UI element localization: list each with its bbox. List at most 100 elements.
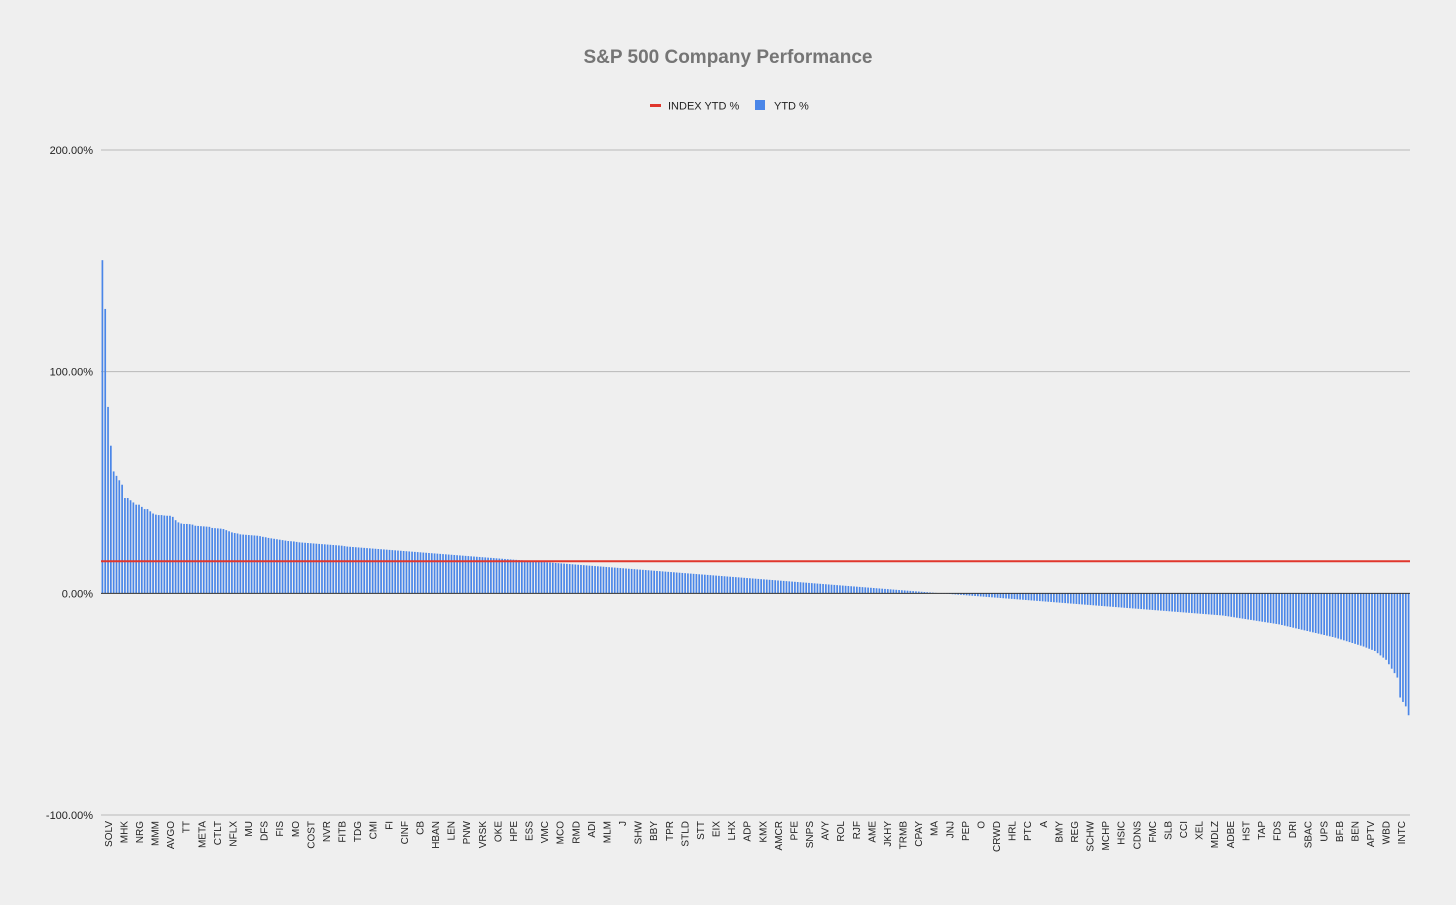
x-tick-label: CPAY xyxy=(914,821,925,847)
x-tick-label: SOLV xyxy=(104,821,115,847)
bar xyxy=(209,527,211,594)
bar xyxy=(479,557,481,593)
x-tick-label: LHX xyxy=(727,821,738,841)
bar xyxy=(1016,593,1018,599)
gridlines xyxy=(101,150,1410,815)
x-tick-label: REG xyxy=(1070,821,1081,843)
bar xyxy=(1377,593,1379,653)
bar xyxy=(1292,593,1294,627)
bar xyxy=(1104,593,1106,606)
bar xyxy=(1070,593,1072,603)
bar xyxy=(527,561,529,594)
bar xyxy=(110,446,112,594)
bar xyxy=(1340,593,1342,639)
bar xyxy=(788,581,790,593)
bar xyxy=(262,537,264,594)
bar xyxy=(825,584,827,593)
bar xyxy=(180,524,182,594)
x-tick-label: BEN xyxy=(1351,821,1362,842)
bar xyxy=(341,546,343,594)
bar xyxy=(718,576,720,594)
bar xyxy=(1033,593,1035,600)
bar xyxy=(113,471,115,593)
bar xyxy=(431,553,433,593)
bar xyxy=(1160,593,1162,610)
x-tick-label: BBY xyxy=(649,821,660,841)
x-tick-label: FMC xyxy=(1148,821,1159,843)
bar xyxy=(397,551,399,594)
legend-index-swatch xyxy=(650,104,661,107)
bar xyxy=(690,574,692,594)
bar xyxy=(831,585,833,594)
bar xyxy=(1194,593,1196,613)
bar xyxy=(760,579,762,593)
bar xyxy=(541,562,543,593)
bar xyxy=(197,526,199,593)
bar xyxy=(118,480,120,593)
bar xyxy=(1323,593,1325,635)
legend-ytd-swatch xyxy=(755,100,765,110)
bar xyxy=(439,554,441,593)
bar xyxy=(783,581,785,593)
bar xyxy=(1205,593,1207,614)
bar xyxy=(1149,593,1151,609)
x-tick-label: UPS xyxy=(1319,821,1330,842)
x-tick-label: JKHY xyxy=(883,821,894,847)
bar xyxy=(107,407,109,593)
bar xyxy=(1118,593,1120,607)
bar xyxy=(817,584,819,594)
x-tick-label: STT xyxy=(696,821,707,840)
bar xyxy=(862,587,864,593)
bar xyxy=(839,585,841,593)
x-tick-label: VMC xyxy=(540,821,551,843)
bar xyxy=(1168,593,1170,611)
bar xyxy=(1019,593,1021,599)
bar xyxy=(389,550,391,593)
bar xyxy=(648,570,650,593)
y-tick-label: 200.00% xyxy=(50,145,94,157)
bar xyxy=(163,516,165,594)
bar xyxy=(161,515,163,593)
bar xyxy=(178,522,180,593)
bar xyxy=(1318,593,1320,633)
bar xyxy=(586,565,588,593)
x-tick-label: O xyxy=(977,821,988,829)
bar xyxy=(884,589,886,593)
bar xyxy=(310,543,312,593)
bar xyxy=(1107,593,1109,606)
y-axis-ticks: 200.00%100.00%0.00%-100.00% xyxy=(46,145,93,822)
bar xyxy=(712,575,714,593)
bar xyxy=(749,578,751,593)
bar xyxy=(1014,593,1016,599)
x-tick-label: TPR xyxy=(665,821,676,841)
bar xyxy=(721,576,723,593)
bar xyxy=(732,577,734,593)
x-tick-label: MA xyxy=(930,821,941,836)
bar xyxy=(757,579,759,593)
bar xyxy=(1374,593,1376,651)
bar xyxy=(116,476,118,593)
bar xyxy=(400,551,402,594)
bar xyxy=(276,539,278,593)
x-tick-label: HST xyxy=(1241,821,1252,841)
bar xyxy=(1081,593,1083,604)
bar xyxy=(279,540,281,594)
bar xyxy=(299,542,301,593)
bar xyxy=(1329,593,1331,636)
bar xyxy=(1278,593,1280,624)
bar xyxy=(727,576,729,593)
bar xyxy=(1335,593,1337,637)
bar xyxy=(1312,593,1314,632)
x-tick-label: MCHP xyxy=(1101,821,1112,851)
bar xyxy=(1363,593,1365,646)
bar xyxy=(634,569,636,593)
bar xyxy=(684,573,686,593)
bar xyxy=(169,516,171,594)
x-tick-label: CTLT xyxy=(213,821,224,845)
bar xyxy=(1005,593,1007,598)
bar xyxy=(800,582,802,593)
bar xyxy=(1011,593,1013,599)
bar xyxy=(1222,593,1224,615)
chart-title: S&P 500 Company Performance xyxy=(584,47,873,68)
